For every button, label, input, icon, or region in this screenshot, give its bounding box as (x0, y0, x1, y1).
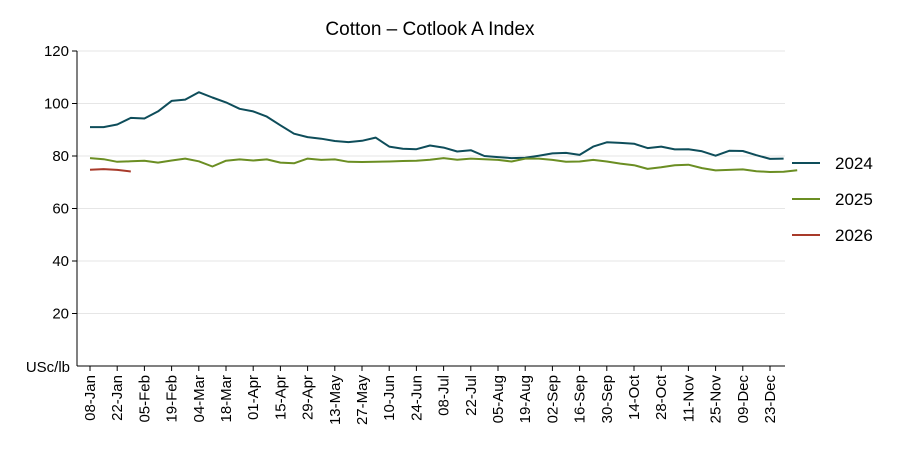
y-tick-label: 60 (52, 201, 69, 218)
x-tick-label: 19-Feb (164, 375, 181, 423)
x-tick-label: 15-Apr (272, 375, 289, 420)
x-tick-label: 25-Nov (708, 375, 725, 424)
x-tick-label: 14-Oct (626, 374, 643, 420)
legend-label: 2024 (835, 154, 873, 173)
x-tick-label: 16-Sep (572, 375, 589, 423)
legend-label: 2026 (835, 226, 873, 245)
series-line-2026 (89, 168, 131, 173)
x-tick-label: 05-Feb (136, 375, 153, 423)
x-tick-label: 24-Jun (408, 375, 425, 421)
x-tick-label: 22-Jul (463, 375, 480, 416)
y-axis: 20 40 60 80 100 120 (44, 43, 78, 366)
series-group (89, 91, 798, 173)
series-line-2025 (89, 157, 798, 173)
y-tick-label: 40 (52, 253, 69, 270)
x-tick-label: 28-Oct (653, 374, 670, 420)
x-tick-label: 30-Sep (599, 375, 616, 423)
legend-label: 2025 (835, 190, 873, 209)
x-tick-label: 01-Apr (245, 375, 262, 420)
x-tick-label: 23-Dec (762, 375, 779, 424)
x-tick-label: 05-Aug (490, 375, 507, 423)
x-tick-label: 02-Sep (544, 375, 561, 423)
y-tick-label: 120 (44, 43, 69, 60)
x-axis: 08-Jan 22-Jan 05-Feb 19-Feb 04-Mar 18-Mar 01-A… (77, 365, 785, 426)
y-tick-label: 20 (52, 306, 69, 323)
chart-title: Cotton – Cotlook A Index (325, 19, 535, 40)
x-tick-label: 29-Apr (300, 375, 317, 420)
y-tick-label: 100 (44, 96, 69, 113)
x-tick-label: 22-Jan (109, 375, 126, 421)
x-tick-label: 27-May (354, 375, 371, 426)
x-tick-label: 18-Mar (218, 375, 235, 423)
gridlines (77, 50, 785, 314)
x-tick-label: 08-Jan (82, 375, 99, 421)
x-tick-label: 08-Jul (436, 375, 453, 416)
x-tick-label: 10-Jun (381, 375, 398, 421)
y-tick-label: 80 (52, 148, 69, 165)
x-tick-label: 11-Nov (680, 375, 697, 423)
legend: 2024 2025 2026 (792, 154, 873, 245)
x-tick-label: 04-Mar (191, 375, 208, 423)
y-axis-label: USc/lb (26, 359, 70, 376)
x-tick-label: 13-May (327, 375, 344, 426)
x-tick-label: 19-Aug (517, 375, 534, 423)
x-tick-label: 09-Dec (735, 375, 752, 424)
series-line-2024 (90, 91, 784, 160)
